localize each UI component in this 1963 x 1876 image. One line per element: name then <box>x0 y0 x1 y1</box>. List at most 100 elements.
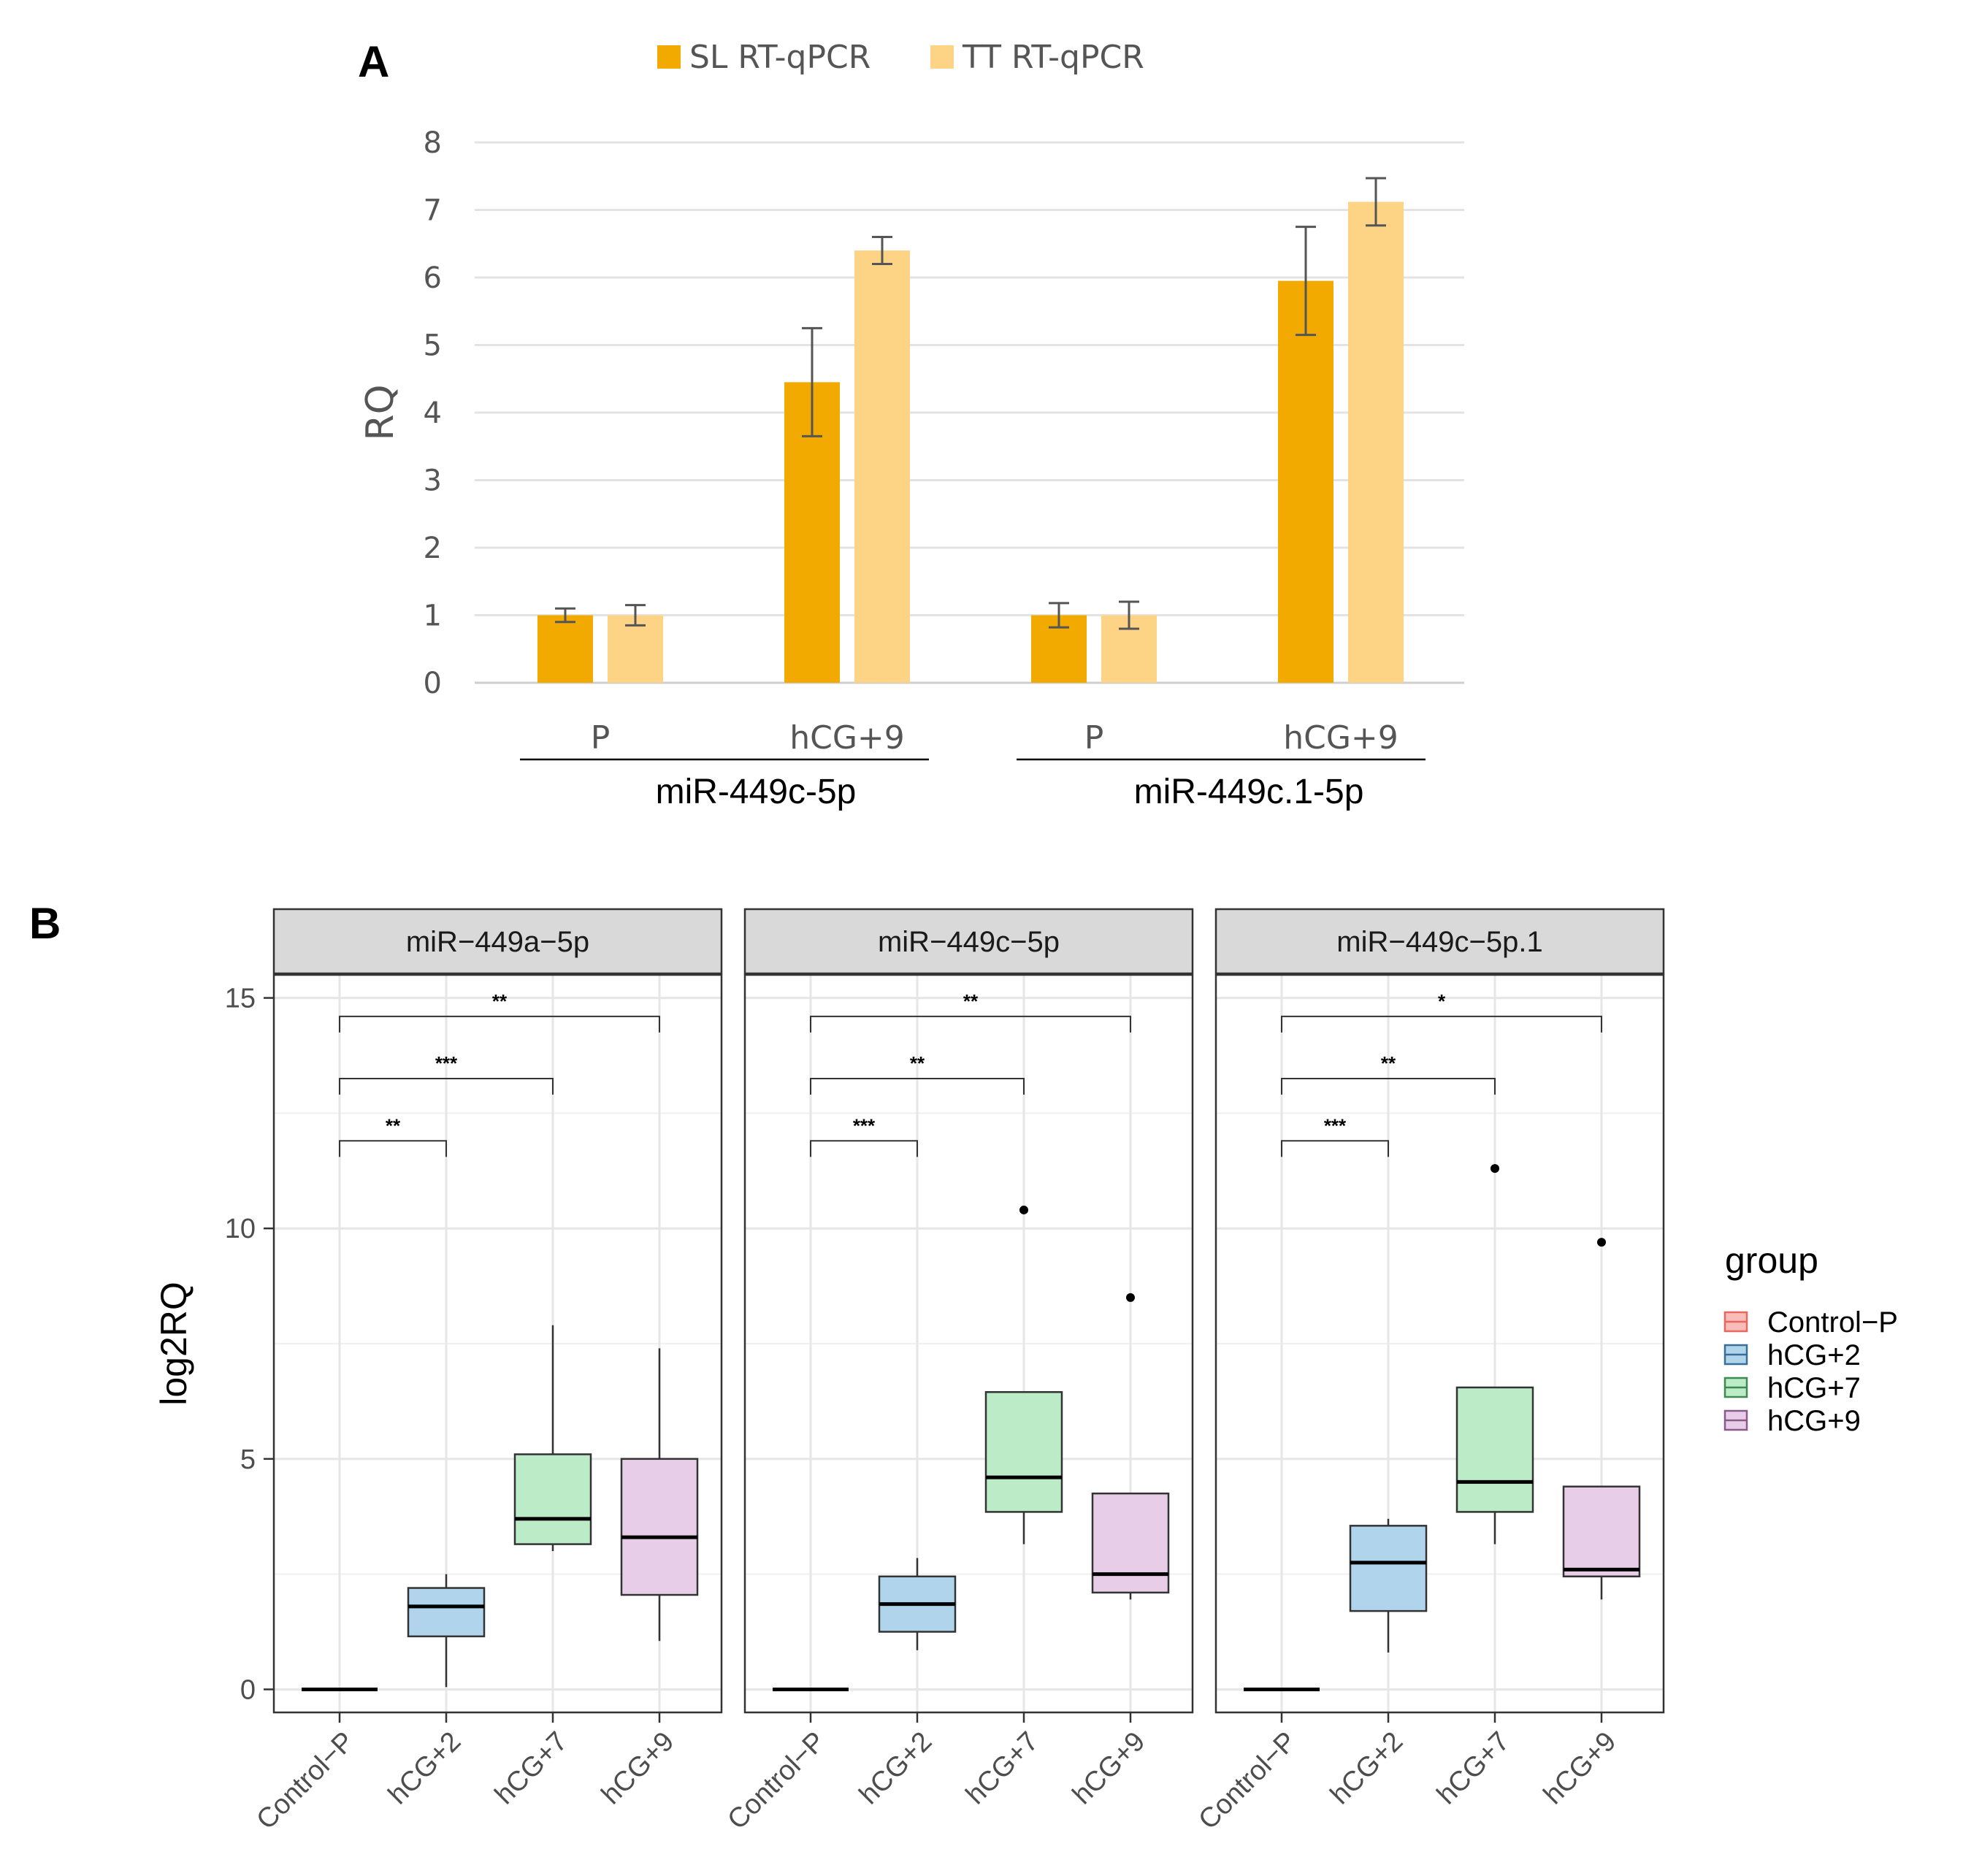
x-tick-label-3: hCG+9 <box>1538 1726 1623 1811</box>
panel-a-legend: SL RT-qPCR TT RT-qPCR <box>657 39 1144 76</box>
x-tick-label-1: hCG+2 <box>854 1726 938 1811</box>
group-label-1: miR-449c.1-5p <box>1134 773 1364 811</box>
box-3 <box>1562 1485 1641 1578</box>
y-tick-label-15: 15 <box>225 984 256 1014</box>
category-label-0: P <box>591 719 611 757</box>
y-tick-label-5: 5 <box>424 329 442 363</box>
facet-2: miR−449c−5p.1******Control−P hCG+2 hCG+7 hC… <box>1193 908 1665 1836</box>
panel-b-letter: B <box>29 899 61 948</box>
comparison-bracket-2 <box>810 1015 1131 1033</box>
bar-sl-0 <box>537 615 593 683</box>
panel-a-y-axis-label: RQ <box>359 384 402 440</box>
x-tick-label-2: hCG+7 <box>489 1726 574 1811</box>
category-label-3: hCG+9 <box>1283 719 1398 757</box>
panel-a-error-bars <box>555 177 1386 630</box>
legend-label-1: hCG+2 <box>1767 1339 1861 1371</box>
x-tick-label-0: Control−P <box>250 1726 360 1836</box>
legend-label-0: Control−P <box>1767 1306 1898 1339</box>
box-1 <box>407 1587 486 1638</box>
y-tick-label-3: 3 <box>424 464 442 498</box>
comparison-bracket-0 <box>1281 1140 1389 1157</box>
panel-b-facets: miR−449a−5p*******Control−P hCG+2 hCG+7 hCG… <box>250 908 1665 1836</box>
significance-label-1: ** <box>910 1052 925 1074</box>
panel-a-y-ticks: 0 1 2 3 4 5 6 7 8 <box>424 126 442 700</box>
panel-b: B miR−449a−5p*******Control−P hCG+2 hCG+7 h… <box>29 899 1898 1836</box>
x-tick-label-1: hCG+2 <box>1325 1726 1409 1811</box>
outlier-point-2-0 <box>1491 1164 1499 1174</box>
box-3 <box>620 1458 699 1596</box>
comparison-bracket-2 <box>339 1015 660 1033</box>
facet-frame-0 <box>272 973 723 1714</box>
panel-b-y-axis-label: log2RQ <box>153 1282 194 1406</box>
legend-label-3: hCG+9 <box>1767 1405 1861 1437</box>
x-tick-label-0: Control−P <box>722 1726 831 1836</box>
box-1 <box>1349 1525 1428 1612</box>
box-2 <box>513 1453 592 1545</box>
bar-tt-0 <box>608 615 663 683</box>
comparison-bracket-1 <box>810 1078 1025 1095</box>
comparison-bracket-2 <box>1281 1015 1602 1033</box>
significance-label-2: * <box>1438 990 1446 1012</box>
facet-1: miR−449c−5p*******Control−P hCG+2 hCG+7 hCG… <box>722 908 1194 1836</box>
y-tick-label-2: 2 <box>424 532 442 565</box>
box-2 <box>984 1391 1063 1513</box>
significance-label-2: ** <box>963 990 979 1012</box>
facet-frame-1 <box>743 973 1194 1714</box>
y-tick-label-1: 1 <box>424 600 442 633</box>
legend-swatch-0 <box>657 45 681 69</box>
y-tick-label-10: 10 <box>225 1214 256 1244</box>
facet-strip-1 <box>743 908 1194 975</box>
y-tick-label-5: 5 <box>240 1444 256 1475</box>
comparison-bracket-0 <box>339 1140 447 1157</box>
comparison-bracket-1 <box>339 1078 554 1095</box>
y-tick-label-0: 0 <box>240 1674 256 1705</box>
facet-strip-0 <box>272 908 723 975</box>
x-tick-label-3: hCG+9 <box>596 1726 681 1811</box>
bar-tt-3 <box>1348 202 1404 683</box>
outlier-point-2-0 <box>1019 1205 1028 1214</box>
significance-label-2: ** <box>492 990 508 1012</box>
panel-a-letter: A <box>358 37 389 86</box>
facet-0: miR−449a−5p*******Control−P hCG+2 hCG+7 hCG… <box>250 908 723 1836</box>
outlier-point-3-0 <box>1126 1293 1135 1302</box>
facet-strip-2 <box>1214 908 1665 975</box>
legend-title: group <box>1725 1240 1818 1281</box>
facet-title-2: miR−449c−5p.1 <box>1336 926 1542 958</box>
significance-label-0: *** <box>1324 1114 1347 1136</box>
legend-label-0: SL RT-qPCR <box>689 39 870 76</box>
panel-a-bars <box>537 202 1404 683</box>
legend-label-1: TT RT-qPCR <box>962 39 1144 76</box>
box-2 <box>1455 1386 1534 1513</box>
group-label-0: miR-449c-5p <box>656 773 857 811</box>
y-tick-label-0: 0 <box>424 667 442 700</box>
panel-a-group-labels: miR-449c-5p miR-449c.1-5p <box>520 758 1426 811</box>
legend-swatch-1 <box>930 45 954 69</box>
x-tick-label-2: hCG+7 <box>960 1726 1045 1811</box>
facet-frame-2 <box>1214 973 1665 1714</box>
box-3 <box>1091 1492 1170 1594</box>
x-tick-label-3: hCG+9 <box>1067 1726 1152 1811</box>
y-tick-label-8: 8 <box>424 126 442 160</box>
outlier-point-3-0 <box>1597 1238 1606 1247</box>
comparison-bracket-1 <box>1281 1078 1496 1095</box>
significance-label-1: ** <box>1381 1052 1396 1074</box>
significance-label-0: *** <box>853 1114 876 1136</box>
significance-label-1: *** <box>435 1052 458 1074</box>
panel-b-y-ticks: 0 5 10 15 <box>225 984 274 1705</box>
x-tick-label-2: hCG+7 <box>1431 1726 1516 1811</box>
category-label-2: P <box>1084 719 1104 757</box>
significance-label-0: ** <box>386 1114 401 1136</box>
facet-title-1: miR−449c−5p <box>878 926 1060 958</box>
y-tick-label-6: 6 <box>424 261 442 295</box>
facet-title-0: miR−449a−5p <box>406 926 589 958</box>
bar-sl-3 <box>1278 280 1333 683</box>
category-label-1: hCG+9 <box>789 719 905 757</box>
y-tick-label-4: 4 <box>424 397 442 430</box>
legend-label-2: hCG+7 <box>1767 1372 1861 1404</box>
bar-tt-1 <box>854 250 910 683</box>
y-tick-label-7: 7 <box>424 194 442 228</box>
